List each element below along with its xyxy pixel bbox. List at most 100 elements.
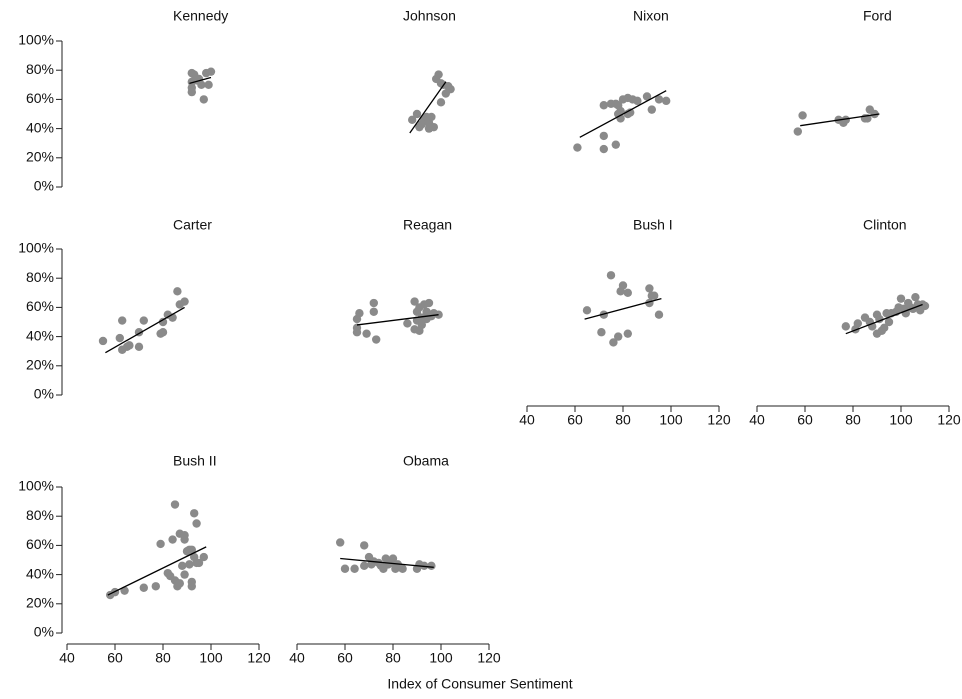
x-tick-label: 80 — [845, 412, 861, 428]
x-tick-label: 60 — [337, 650, 353, 666]
trend-line — [800, 113, 880, 127]
point — [424, 124, 434, 133]
point — [180, 297, 189, 306]
point — [623, 288, 632, 297]
y-tick-label: 0% — [34, 624, 54, 640]
point — [599, 144, 608, 154]
x-tick-label: 100 — [889, 412, 913, 428]
point — [626, 108, 635, 117]
y-tick-label: 20% — [26, 149, 54, 165]
point — [599, 131, 608, 141]
panel-title: Bush I — [633, 217, 673, 233]
x-tick-label: 80 — [155, 650, 171, 666]
point — [173, 287, 182, 296]
point — [158, 328, 168, 337]
y-tick-label: 80% — [26, 269, 54, 285]
point — [415, 326, 424, 335]
point — [436, 98, 446, 107]
y-tick-label: 60% — [26, 536, 54, 552]
y-tick-label: 40% — [26, 565, 54, 581]
point — [798, 111, 807, 120]
panel-title: Ford — [863, 8, 892, 24]
panel-title: Johnson — [403, 8, 456, 24]
point — [98, 336, 108, 346]
x-tick-label: 80 — [615, 412, 631, 428]
point — [614, 332, 623, 341]
point — [194, 558, 204, 568]
point — [151, 582, 160, 591]
point — [139, 583, 148, 592]
point — [597, 328, 606, 337]
point — [158, 317, 168, 327]
point — [896, 294, 906, 303]
x-tick-label: 100 — [199, 650, 223, 666]
point — [362, 329, 371, 338]
y-tick-label: 60% — [26, 90, 54, 106]
point — [118, 316, 127, 325]
panel-title: Clinton — [863, 217, 907, 233]
point — [360, 561, 369, 571]
x-tick-label: 100 — [429, 650, 453, 666]
panel-title: Carter — [173, 217, 212, 233]
point — [654, 95, 664, 104]
point — [403, 319, 412, 328]
point — [599, 310, 608, 319]
point — [920, 301, 930, 311]
y-tick-label: 100% — [18, 240, 54, 256]
x-tick-label: 120 — [477, 650, 501, 666]
panel-title: Bush II — [173, 453, 217, 469]
point — [427, 561, 436, 571]
trend-line — [107, 546, 207, 596]
x-tick-label: 80 — [385, 650, 401, 666]
point — [185, 560, 194, 569]
point — [369, 307, 378, 316]
point — [355, 309, 364, 318]
point — [187, 582, 196, 591]
trend-line — [579, 90, 667, 138]
x-tick-label: 60 — [107, 650, 123, 666]
point — [360, 541, 369, 550]
y-tick-label: 100% — [18, 32, 54, 48]
point — [611, 140, 620, 149]
point — [340, 564, 350, 573]
point — [870, 109, 879, 119]
point — [650, 291, 659, 300]
point — [187, 87, 196, 97]
point — [199, 552, 208, 562]
y-tick-label: 80% — [26, 61, 54, 77]
y-tick-label: 40% — [26, 327, 54, 343]
point — [654, 310, 664, 319]
point — [412, 109, 422, 119]
point — [178, 561, 187, 571]
point — [336, 538, 345, 547]
point — [134, 342, 144, 352]
y-tick-label: 20% — [26, 595, 54, 611]
point — [645, 284, 654, 293]
point — [647, 105, 656, 114]
trend-line — [584, 298, 662, 320]
point — [350, 564, 359, 573]
point — [633, 96, 642, 106]
point — [398, 564, 407, 573]
point — [125, 341, 134, 350]
panel-title: Kennedy — [173, 8, 228, 24]
point — [372, 335, 381, 344]
point — [206, 67, 216, 76]
panel-title: Reagan — [403, 217, 452, 233]
point — [388, 554, 398, 563]
point — [573, 143, 582, 152]
point — [115, 333, 125, 343]
x-tick-label: 120 — [707, 412, 731, 428]
point — [911, 292, 920, 302]
y-tick-label: 20% — [26, 357, 54, 373]
point — [408, 115, 417, 125]
point — [853, 319, 862, 328]
point — [352, 328, 362, 337]
point — [662, 96, 671, 106]
trend-line — [409, 81, 447, 134]
point — [427, 112, 436, 122]
point — [880, 323, 889, 333]
x-tick-label: 120 — [937, 412, 961, 428]
point — [642, 92, 652, 101]
y-tick-label: 100% — [18, 478, 54, 494]
